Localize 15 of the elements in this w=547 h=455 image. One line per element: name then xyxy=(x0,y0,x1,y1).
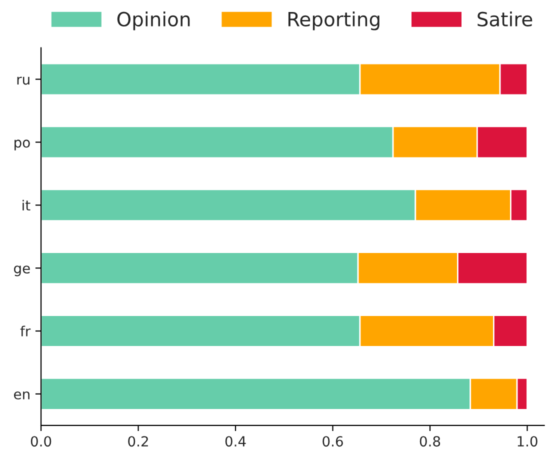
legend-label: Satire xyxy=(478,11,532,27)
y-tick-label: ge xyxy=(14,266,30,276)
x-tick-label: 0.6 xyxy=(322,436,343,447)
y-tick-label: po xyxy=(14,140,30,150)
x-tick-label: 1.0 xyxy=(518,436,538,447)
x-tick-label: 0.2 xyxy=(128,436,148,447)
y-tick-label: ru xyxy=(17,76,30,85)
legend-label: Opinion xyxy=(117,11,190,30)
y-tick-label: it xyxy=(22,200,30,210)
x-tick-label: 0.0 xyxy=(30,436,52,447)
y-tick-label: en xyxy=(14,391,30,400)
y-tick-label: fr xyxy=(20,326,31,336)
legend-label: Reporting xyxy=(288,11,380,30)
x-tick-label: 0.8 xyxy=(420,436,440,447)
x-tick-label: 0.4 xyxy=(225,436,246,447)
